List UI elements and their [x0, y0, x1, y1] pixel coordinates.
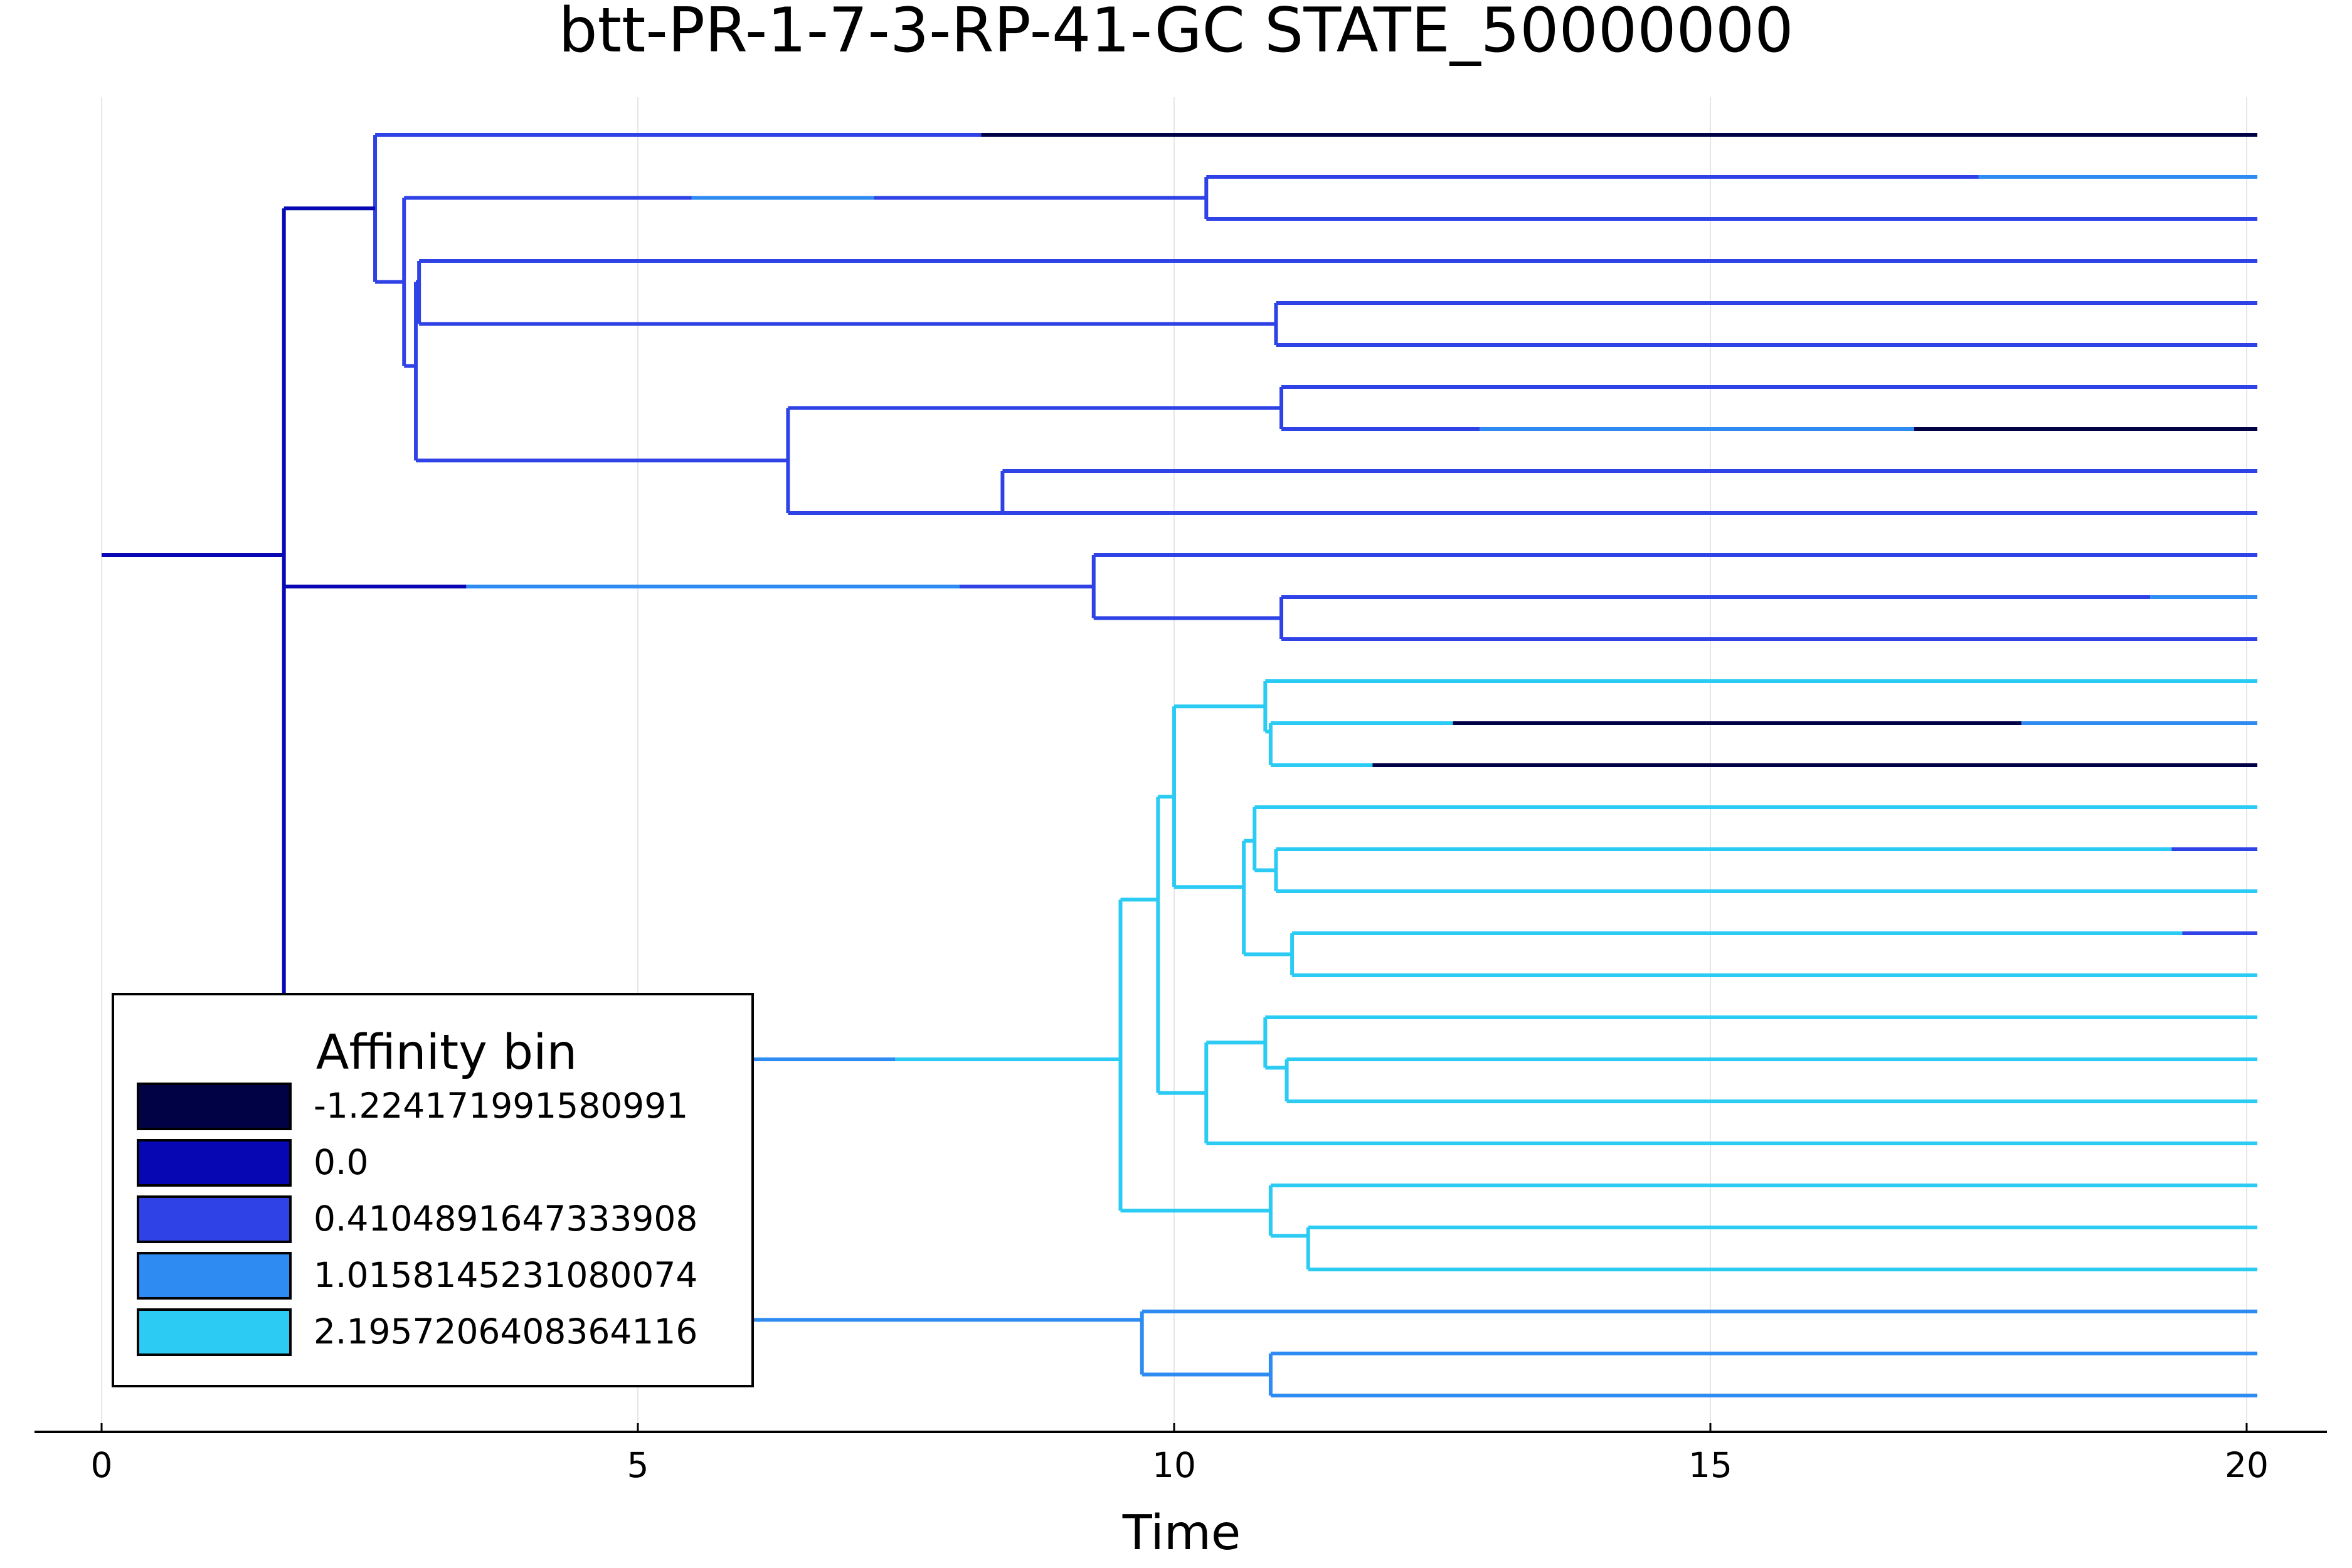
legend-swatch-1	[137, 1139, 292, 1187]
legend-label-1: 0.0	[314, 1142, 368, 1182]
legend-swatch-0	[137, 1083, 292, 1130]
chart-title: btt-PR-1-7-3-RP-41-GC STATE_50000000	[558, 0, 1793, 66]
legend-title: Affinity bin	[316, 1025, 578, 1081]
legend-swatch-2	[137, 1195, 292, 1243]
legend-swatch-4	[137, 1308, 292, 1356]
legend-items: -1.224171991580991 0.0 0.4104891647333908 1…	[137, 1083, 697, 1356]
legend-swatch-3	[137, 1252, 292, 1300]
x-tick-label-3: 15	[1688, 1445, 1732, 1485]
x-tick-label-0: 0	[91, 1445, 113, 1485]
legend-label-0: -1.224171991580991	[314, 1086, 688, 1126]
legend-label-4: 2.1957206408364116	[314, 1311, 697, 1352]
x-tick-label-4: 20	[2225, 1445, 2269, 1485]
x-tick-label-2: 10	[1152, 1445, 1196, 1485]
x-axis-ticks: 0 5 10 15 20	[91, 1423, 2269, 1485]
x-tick-label-1: 5	[627, 1445, 649, 1485]
legend: Affinity bin -1.224171991580991 0.0 0.4104…	[112, 993, 754, 1387]
legend-label-3: 1.0158145231080074	[314, 1255, 697, 1295]
x-axis-label: Time	[1122, 1505, 1241, 1561]
legend-label-2: 0.4104891647333908	[314, 1199, 697, 1239]
